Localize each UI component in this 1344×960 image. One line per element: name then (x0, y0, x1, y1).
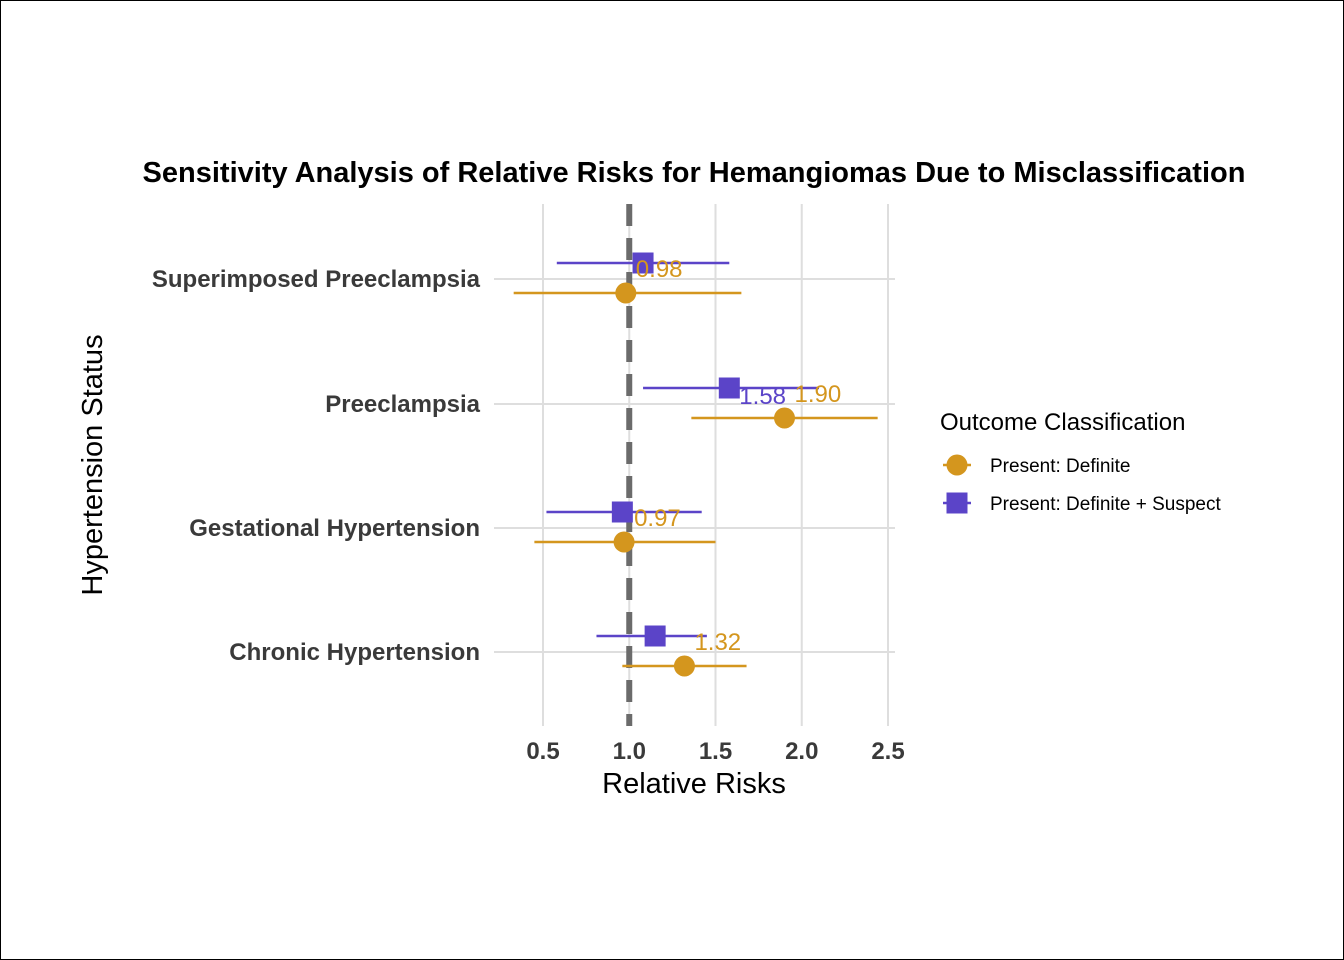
point-marker (774, 407, 795, 429)
square-marker (611, 501, 633, 523)
data-label: 1.90 (795, 381, 842, 408)
data-label: 1.58 (739, 383, 786, 410)
y-tick-label: Chronic Hypertension (229, 639, 480, 666)
square-marker (632, 252, 654, 274)
point-marker (673, 655, 695, 677)
x-tick-label: 1.0 (613, 738, 646, 765)
legend-title: Outcome Classification (940, 409, 1185, 436)
x-tick-label: 2.5 (871, 738, 904, 765)
x-tick-label: 0.5 (526, 738, 559, 765)
legend: Outcome Classification Present: Definite… (940, 409, 1221, 515)
legend-key-circle (946, 454, 968, 476)
y-tick-labels: Superimposed Preeclampsia Preeclampsia Ges… (152, 266, 481, 666)
data-label: 0.98 (636, 256, 683, 283)
legend-key-square (946, 492, 968, 514)
x-axis-title: Relative Risks (602, 768, 786, 800)
data-marks: 0.98 1.90 0.97 1.32 1.58 (513, 204, 878, 726)
legend-label: Present: Definite (990, 456, 1130, 477)
point-marker (613, 531, 635, 553)
square-marker (718, 377, 740, 399)
point-marker (615, 282, 637, 304)
chart-title: Sensitivity Analysis of Relative Risks f… (143, 157, 1246, 189)
legend-label: Present: Definite + Suspect (990, 494, 1221, 515)
data-label: 0.97 (634, 505, 681, 532)
y-tick-label: Preeclampsia (325, 391, 480, 418)
x-tick-label: 2.0 (785, 738, 818, 765)
y-tick-label: Gestational Hypertension (189, 515, 480, 542)
y-axis-title: Hypertension Status (77, 334, 109, 595)
data-label: 1.32 (694, 629, 741, 656)
y-tick-label: Superimposed Preeclampsia (152, 266, 481, 293)
x-tick-labels: 0.5 1.0 1.5 2.0 2.5 (526, 738, 904, 765)
square-marker (644, 625, 666, 647)
x-tick-label: 1.5 (699, 738, 732, 765)
